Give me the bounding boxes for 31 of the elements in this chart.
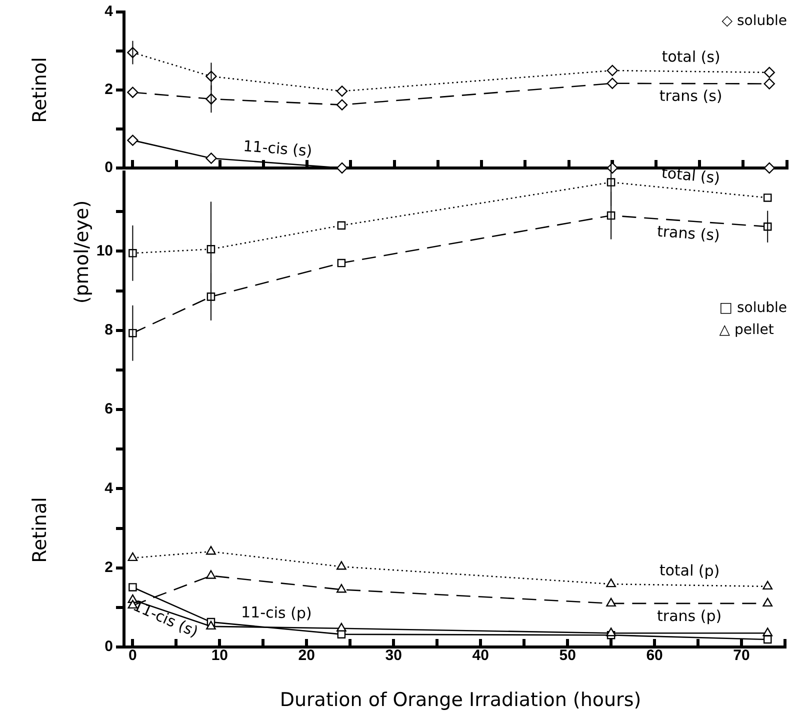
series-label: 11-cis (s)	[242, 137, 313, 160]
x-axis-title: Duration of Orange Irradiation (hours)	[278, 689, 642, 711]
y-axis-title: Retinol	[29, 57, 51, 123]
y-tick-label: 4	[104, 480, 114, 497]
series-label: trans (s)	[656, 222, 720, 245]
series-label: total (s)	[662, 48, 720, 66]
x-tick-label: 40	[472, 647, 489, 664]
y-axis-title: Retinal	[29, 496, 51, 562]
series-label: 11-cis (p)	[240, 603, 312, 622]
annotation: △ pellet	[719, 321, 774, 340]
annotation: ◇ soluble	[722, 12, 787, 31]
x-tick-label: 60	[646, 647, 663, 664]
x-tick-label: 0	[128, 647, 137, 664]
annotation: □ soluble	[719, 299, 787, 318]
text: total (s)	[660, 164, 721, 188]
y-tick-label: 10	[96, 242, 113, 260]
y-tick-label: 2	[104, 558, 113, 576]
series-label: trans (s)	[659, 86, 722, 106]
x-tick-label: 20	[298, 647, 315, 664]
series-label: total (p)	[659, 561, 720, 580]
x-tick-label: 50	[559, 647, 576, 664]
y-tick-label: 0	[104, 159, 113, 176]
y-tick-label: 4	[104, 3, 114, 20]
x-tick-label: 10	[211, 647, 228, 664]
x-tick-label: 30	[385, 647, 402, 664]
y-tick-label: 6	[104, 400, 113, 418]
text: (pmol/eye)	[71, 200, 93, 304]
x-tick-label: 70	[733, 647, 750, 664]
y-tick-label: 2	[104, 81, 113, 98]
y-tick-label: 8	[104, 321, 113, 338]
series-label: trans (p)	[657, 606, 722, 625]
